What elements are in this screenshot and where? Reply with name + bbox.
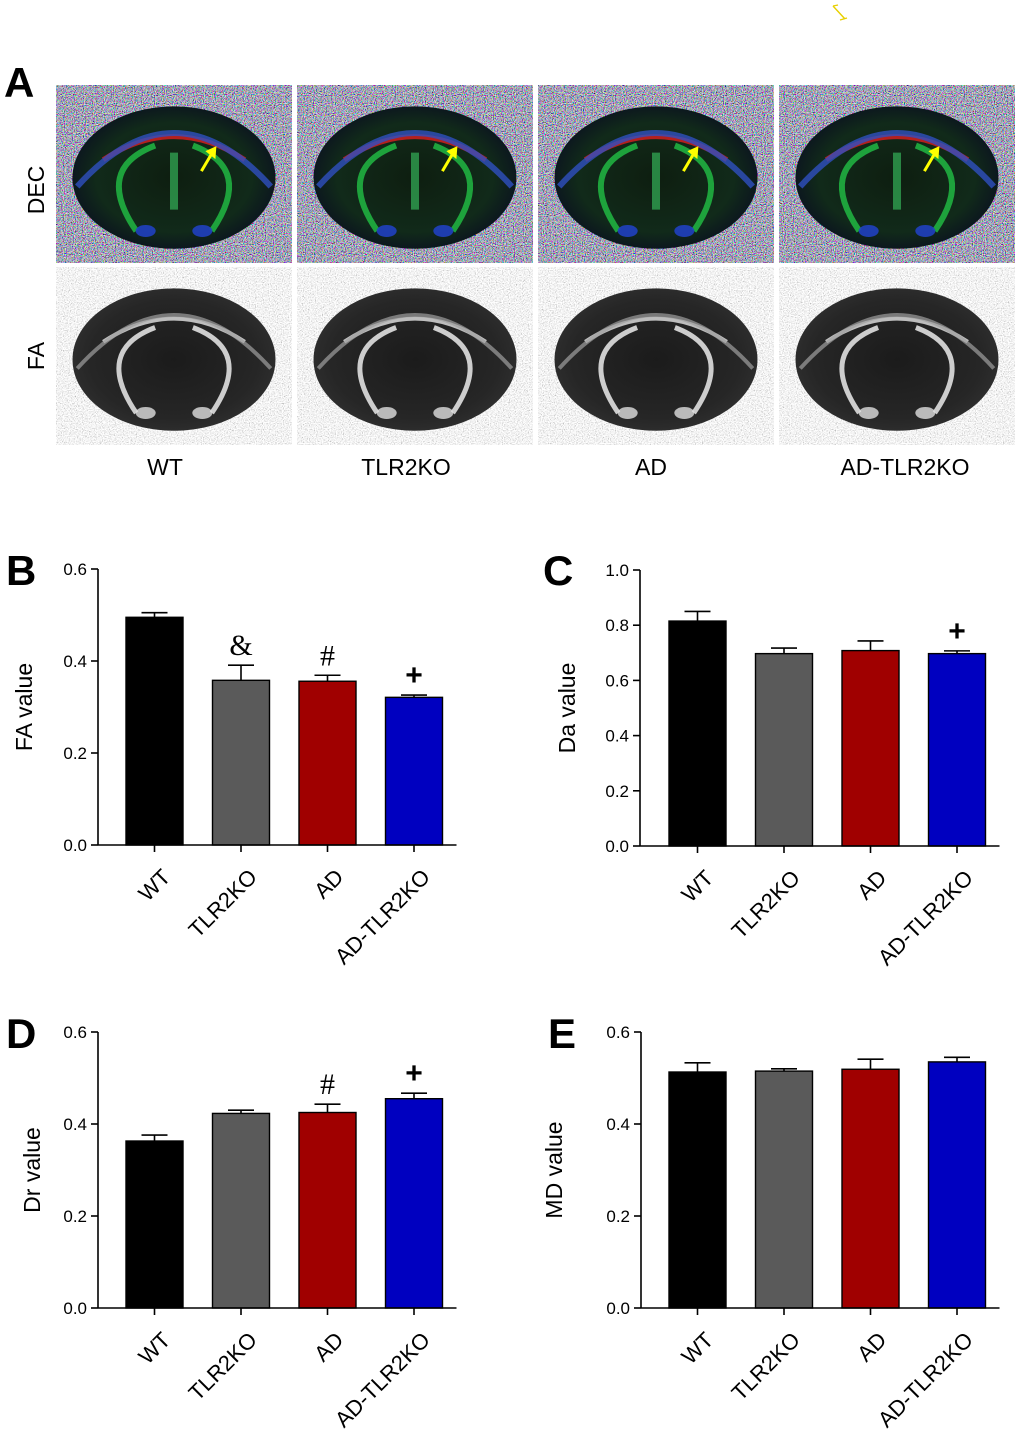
bar-tlr2ko bbox=[211, 1112, 271, 1309]
col-label-ad: AD bbox=[635, 454, 667, 480]
y-tick-label: 0.4 bbox=[63, 652, 87, 671]
dec-image-ad bbox=[538, 85, 774, 263]
fa-image-ad bbox=[538, 267, 774, 445]
y-tick-label: 0.4 bbox=[606, 1115, 630, 1134]
x-tick-label-wt: WT bbox=[676, 865, 718, 907]
y-tick-label: 1.0 bbox=[605, 561, 629, 580]
y-axis-title: MD value bbox=[541, 1121, 567, 1218]
bar-ad-tlr2ko bbox=[384, 696, 444, 846]
bar-ad bbox=[841, 649, 900, 847]
significance-marker-ad-tlr2ko: + bbox=[948, 615, 966, 648]
y-tick-label: 0.2 bbox=[63, 1207, 87, 1226]
panel-letter-b: B bbox=[6, 547, 36, 594]
y-tick-label: 0.6 bbox=[63, 560, 87, 579]
chart-panel-b: B0.00.20.40.6FA valueWT&TLR2KO#AD+AD-TLR… bbox=[6, 547, 457, 969]
col-label-ad-tlr2ko: AD-TLR2KO bbox=[840, 454, 969, 480]
bar-wt bbox=[125, 616, 184, 846]
x-tick-label-wt: WT bbox=[133, 1327, 175, 1369]
significance-marker-ad: # bbox=[320, 1068, 335, 1101]
dec-image-wt bbox=[56, 85, 292, 263]
y-tick-label: 0.2 bbox=[63, 744, 87, 763]
dec-image-ad-tlr2ko bbox=[779, 85, 1015, 263]
bar-wt bbox=[125, 1140, 184, 1309]
x-tick-label-ad: AD bbox=[852, 1327, 891, 1366]
bar-ad bbox=[298, 680, 357, 846]
dec-image-tlr2ko bbox=[297, 85, 533, 263]
x-tick-label-wt: WT bbox=[133, 864, 175, 906]
bar-tlr2ko bbox=[754, 1070, 814, 1309]
y-tick-label: 0.4 bbox=[63, 1115, 87, 1134]
brain-image-grid bbox=[56, 85, 1015, 445]
bar-wt bbox=[668, 1071, 727, 1309]
bar-ad-tlr2ko bbox=[384, 1097, 444, 1309]
y-tick-label: 0.8 bbox=[605, 616, 629, 635]
bar-tlr2ko bbox=[211, 679, 271, 846]
y-tick-label: 0.6 bbox=[63, 1023, 87, 1042]
y-tick-label: 0.2 bbox=[606, 1207, 630, 1226]
x-tick-label-ad: AD bbox=[309, 864, 348, 903]
x-tick-label-wt: WT bbox=[676, 1327, 718, 1369]
y-axis-title: Da value bbox=[554, 663, 580, 754]
fa-image-tlr2ko bbox=[297, 267, 533, 445]
y-tick-label: 0.0 bbox=[63, 1299, 87, 1318]
panel-letter-c: C bbox=[543, 547, 573, 594]
x-tick-label-tlr2ko: TLR2KO bbox=[727, 865, 805, 943]
y-axis-title: Dr value bbox=[19, 1127, 45, 1213]
y-tick-label: 0.6 bbox=[605, 671, 629, 690]
bar-ad bbox=[298, 1111, 357, 1309]
yellow-tick-mark bbox=[832, 4, 848, 21]
row-label-fa: FA bbox=[23, 341, 49, 370]
x-tick-label-tlr2ko: TLR2KO bbox=[184, 864, 262, 942]
x-tick-label-tlr2ko: TLR2KO bbox=[727, 1327, 805, 1405]
panel-letter-e: E bbox=[548, 1010, 576, 1057]
fa-image-ad-tlr2ko bbox=[779, 267, 1015, 445]
panel-letter-d: D bbox=[6, 1010, 36, 1057]
y-axis-title: FA value bbox=[11, 663, 37, 751]
significance-marker-tlr2ko: & bbox=[229, 629, 252, 662]
x-tick-label-ad: AD bbox=[309, 1327, 348, 1366]
bar-ad-tlr2ko bbox=[927, 652, 987, 847]
y-tick-label: 0.0 bbox=[606, 1299, 630, 1318]
y-tick-label: 0.0 bbox=[63, 836, 87, 855]
x-tick-label-ad: AD bbox=[852, 865, 891, 904]
significance-marker-ad-tlr2ko: + bbox=[405, 1057, 423, 1090]
x-tick-label-tlr2ko: TLR2KO bbox=[184, 1327, 262, 1405]
row-label-dec: DEC bbox=[23, 166, 49, 215]
y-tick-label: 0.6 bbox=[606, 1023, 630, 1042]
significance-marker-ad: # bbox=[320, 639, 335, 672]
col-label-wt: WT bbox=[147, 454, 183, 480]
bar-tlr2ko bbox=[754, 652, 814, 847]
panel-a-letter: A bbox=[4, 59, 34, 106]
col-label-tlr2ko: TLR2KO bbox=[361, 454, 450, 480]
bar-ad bbox=[841, 1068, 900, 1309]
y-tick-label: 0.0 bbox=[605, 837, 629, 856]
fa-image-wt bbox=[56, 267, 292, 445]
bar-ad-tlr2ko bbox=[927, 1061, 987, 1309]
y-tick-label: 0.4 bbox=[605, 727, 629, 746]
bar-wt bbox=[668, 620, 727, 847]
y-tick-label: 0.2 bbox=[605, 782, 629, 801]
significance-marker-ad-tlr2ko: + bbox=[405, 659, 423, 692]
